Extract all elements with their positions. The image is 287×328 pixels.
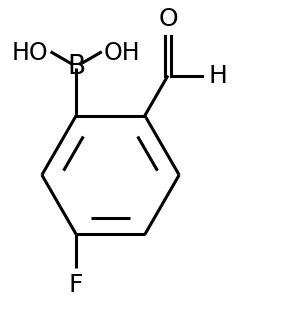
Text: O: O — [158, 7, 178, 31]
Text: F: F — [69, 273, 84, 297]
Text: B: B — [67, 53, 85, 79]
Text: HO: HO — [12, 41, 49, 65]
Text: H: H — [209, 64, 228, 88]
Text: OH: OH — [104, 41, 140, 65]
